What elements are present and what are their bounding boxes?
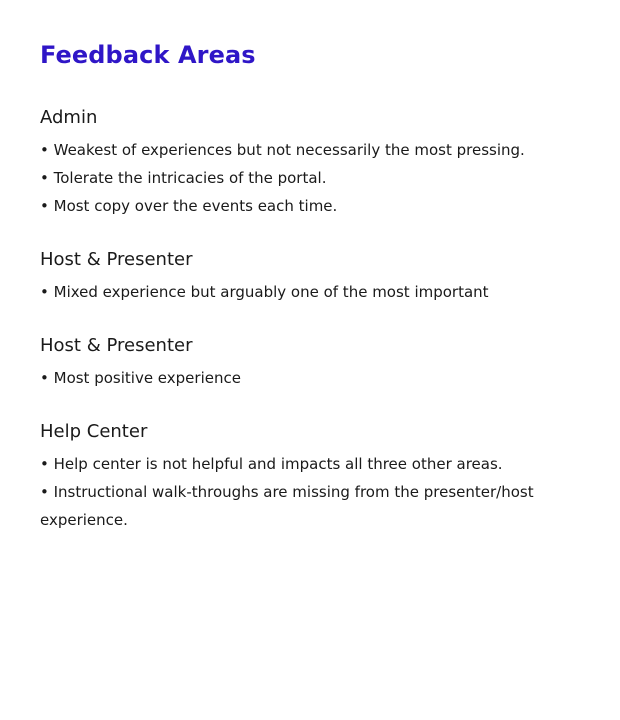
section-admin: Admin Weakest of experiences but not nec… <box>40 106 580 220</box>
section-help-center: Help Center Help center is not helpful a… <box>40 420 580 534</box>
bullet-text: Instructional walk-throughs are missing … <box>40 483 534 529</box>
section-host-presenter-2: Host & Presenter Most positive experienc… <box>40 334 580 392</box>
bullet-item: Instructional walk-throughs are missing … <box>40 478 580 534</box>
bullet-text: Weakest of experiences but not necessari… <box>40 141 525 159</box>
bullet-text: Help center is not helpful and impacts a… <box>40 455 503 473</box>
feedback-sections: Admin Weakest of experiences but not nec… <box>40 106 580 534</box>
bullet-list: Most positive experience <box>40 364 580 392</box>
bullet-item: Most copy over the events each time. <box>40 192 580 220</box>
bullet-item: Help center is not helpful and impacts a… <box>40 450 580 478</box>
bullet-text: Most copy over the events each time. <box>40 197 337 215</box>
section-heading: Host & Presenter <box>40 249 193 270</box>
bullet-list: Mixed experience but arguably one of the… <box>40 278 580 306</box>
bullet-list: Help center is not helpful and impacts a… <box>40 450 580 534</box>
bullet-text: Tolerate the intricacies of the portal. <box>40 169 326 187</box>
section-host-presenter-1: Host & Presenter Mixed experience but ar… <box>40 248 580 306</box>
page-title: Feedback Areas <box>40 41 256 69</box>
bullet-item: Weakest of experiences but not necessari… <box>40 136 580 164</box>
bullet-item: Tolerate the intricacies of the portal. <box>40 164 580 192</box>
section-heading: Host & Presenter <box>40 335 193 356</box>
section-heading: Admin <box>40 107 98 128</box>
bullet-item: Mixed experience but arguably one of the… <box>40 278 580 306</box>
bullet-list: Weakest of experiences but not necessari… <box>40 136 580 220</box>
bullet-text: Most positive experience <box>40 369 241 387</box>
section-heading: Help Center <box>40 421 148 442</box>
bullet-text: Mixed experience but arguably one of the… <box>40 283 489 301</box>
bullet-item: Most positive experience <box>40 364 580 392</box>
